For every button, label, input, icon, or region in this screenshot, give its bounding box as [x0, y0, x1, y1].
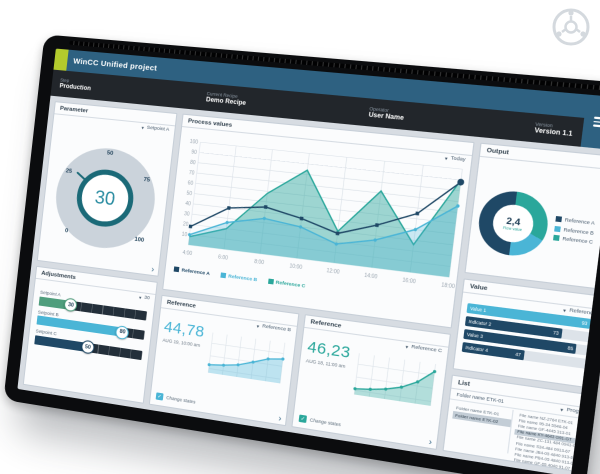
- setpoint-gauge: 50 25 75 0 100 30: [50, 143, 161, 254]
- legend-swatch: [220, 272, 226, 279]
- sliders: Setpoint A 30 Setpoint B: [24, 287, 154, 403]
- donut-label: Flow value: [502, 225, 523, 233]
- donut-legend: Reference A Reference B Reference C: [553, 216, 595, 245]
- svg-text:12:00: 12:00: [326, 268, 340, 276]
- legend-item: Reference C: [553, 234, 594, 245]
- legend-swatch: [553, 234, 560, 241]
- file-pane: File name NZ-2764 ETK-01 File name 95-34 …: [507, 409, 589, 471]
- folder-pane: Folder name ETK-01 Folder name ETK-02: [449, 401, 513, 453]
- svg-text:6:00: 6:00: [218, 254, 229, 262]
- column-center: Process values ▼ Today 10 20 30 40 50 60 70 80 90…: [148, 113, 475, 451]
- svg-text:20: 20: [183, 221, 190, 228]
- legend-swatch: [554, 225, 561, 232]
- trend-sparkline: [203, 326, 290, 389]
- donut-value: 2,4: [505, 214, 522, 228]
- expand-chevron[interactable]: ›: [579, 460, 584, 471]
- svg-text:50: 50: [186, 190, 193, 197]
- gauge-tick: 50: [106, 150, 114, 158]
- legend-item: Reference A: [555, 216, 595, 226]
- legend-label: Reference C: [562, 235, 594, 245]
- dashboard: Parameter ▼ Setpoint A 50 25 75 0 100: [17, 96, 600, 474]
- chevron-down-icon: ▼: [137, 294, 143, 301]
- svg-text:90: 90: [191, 149, 198, 156]
- svg-text:10: 10: [181, 231, 188, 238]
- chevron-down-icon: ▼: [561, 307, 568, 314]
- chevron-down-icon: ▼: [443, 155, 449, 162]
- hamburger-icon: [592, 115, 600, 129]
- checkbox-label: Change states: [165, 394, 196, 405]
- checkbox-label: Change states: [309, 417, 342, 428]
- output-card: Output ▼All 2,4 Flow value: [464, 142, 600, 292]
- output-body: 2,4 Flow value Reference A: [466, 166, 600, 290]
- legend-label: Reference C: [275, 279, 306, 289]
- gauge-value: 30: [93, 186, 117, 209]
- svg-text:10:00: 10:00: [289, 263, 303, 271]
- legend-label: Reference B: [563, 226, 595, 236]
- adjustments-card: Adjustments ▼ 30 Setpoint A 30: [22, 265, 158, 404]
- device-scene: WinCC Unified project Step Production Cu…: [3, 34, 600, 474]
- svg-text:30: 30: [184, 211, 191, 218]
- checkbox-icon: ✓: [298, 414, 308, 424]
- legend-label: Reference B: [227, 273, 258, 283]
- svg-text:70: 70: [188, 170, 195, 177]
- donut-center: 2,4 Flow value: [490, 202, 536, 245]
- app-title: WinCC Unified project: [72, 56, 158, 73]
- hmi-screen: WinCC Unified project Step Production Cu…: [17, 48, 600, 474]
- legend-item: Reference B: [554, 225, 594, 235]
- svg-text:18:00: 18:00: [441, 282, 456, 290]
- reference-card-1: Reference ▼ Reference B 44,78 AUG 19, 10:…: [148, 294, 300, 427]
- reference-body: 44,78 AUG 19, 10:00 am ✓ Change states: [150, 316, 296, 425]
- chevron-down-icon: ▼: [559, 406, 565, 413]
- svg-text:8:00: 8:00: [254, 259, 265, 267]
- chevron-down-icon: ▼: [255, 323, 261, 330]
- chevron-down-icon: ▼: [404, 343, 410, 350]
- svg-text:60: 60: [187, 180, 194, 187]
- legend-swatch: [173, 266, 180, 273]
- output-donut-chart: 2,4 Flow value: [475, 188, 552, 260]
- gauge-tick: 100: [134, 236, 145, 244]
- svg-text:4:00: 4:00: [182, 250, 193, 258]
- trend-sparkline: [349, 347, 441, 413]
- legend-swatch: [267, 278, 274, 285]
- value-card: Value ▼ Reference A Value 1 93: [452, 278, 600, 390]
- gauge-tick: 75: [143, 176, 151, 184]
- change-states-checkbox[interactable]: ✓ Change states: [155, 392, 197, 409]
- program-dropdown[interactable]: ▼ Program: [559, 406, 590, 417]
- gauge-tick: 0: [64, 228, 69, 235]
- gauge-tick: 25: [65, 168, 73, 175]
- stat-operator: Operator User Name: [368, 106, 405, 122]
- reference-row: Reference ▼ Reference B 44,78 AUG 19, 10:…: [148, 294, 452, 451]
- stat-version: Version Version 1.1: [534, 121, 573, 138]
- stat-step: Step Production: [59, 77, 92, 92]
- legend-label: Reference A: [564, 217, 596, 226]
- device-frame: WinCC Unified project Step Production Cu…: [3, 34, 600, 474]
- chevron-down-icon: ▼: [140, 125, 146, 131]
- svg-text:80: 80: [190, 160, 197, 167]
- checkbox-icon: ✓: [155, 392, 164, 401]
- svg-text:40: 40: [185, 201, 192, 208]
- list-card: List Folder name ETK-01 ▼ Program Folder …: [442, 374, 599, 474]
- vendor-logo-icon: [550, 6, 592, 53]
- legend-swatch: [555, 216, 563, 223]
- parameter-card: Parameter ▼ Setpoint A 50 25 75 0 100: [36, 101, 178, 277]
- legend-label: Reference A: [181, 267, 211, 277]
- process-values-chart: 10 20 30 40 50 60 70 80 90 100 4:00 6:00 8:00 10:00 12…: [181, 139, 465, 291]
- svg-text:100: 100: [189, 139, 198, 146]
- svg-text:16:00: 16:00: [402, 277, 417, 285]
- reference-card-2: Reference ▼ Reference C 46,23 AUG 18, 11:…: [291, 314, 452, 451]
- brand-logo: [53, 48, 69, 71]
- svg-text:14:00: 14:00: [364, 273, 378, 281]
- stat-recipe: Current Recipe Demo Recipe: [206, 91, 247, 107]
- process-values-card: Process values ▼ Today 10 20 30 40 50 60 70 80 90…: [162, 113, 475, 329]
- gauge-wrap: 50 25 75 0 100 30: [38, 122, 174, 275]
- change-states-checkbox[interactable]: ✓ Change states: [298, 414, 342, 433]
- reference-body: 46,23 AUG 18, 11:00 am ✓ Change states: [293, 336, 448, 448]
